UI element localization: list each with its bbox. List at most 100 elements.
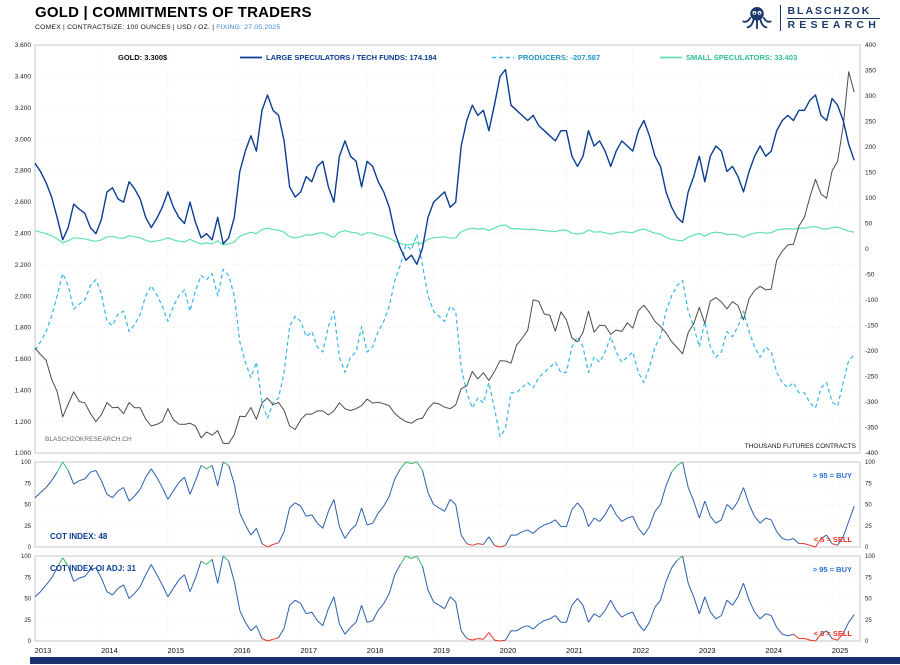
- cot-index-line-segment: [366, 522, 373, 526]
- cot-index-line-segment: [344, 529, 351, 539]
- cot-index-line-segment: [759, 517, 767, 524]
- cot-index-yaxis-label-left: 50: [24, 503, 31, 509]
- cot-index-oi-adj-line-segment: [599, 610, 606, 618]
- cot-index-oi-adj-line-segment: [704, 596, 711, 613]
- cot-index-line-segment: [322, 511, 329, 529]
- producers-line: [34, 234, 855, 438]
- cot-index-oi-adj-line-segment: [759, 613, 767, 620]
- cot-index-line-segment: [51, 471, 58, 481]
- cot-index-oi-adj-line-segment: [848, 614, 855, 623]
- cot-index-line-segment: [505, 534, 512, 546]
- cot-index-line-segment: [621, 517, 628, 522]
- cot-index-oi-adj-line-segment: [322, 608, 329, 626]
- header: GOLD | COMMITMENTS OF TRADERS COMEX | CO…: [35, 4, 880, 31]
- cot-index-line-segment: [627, 515, 633, 519]
- cot-index-oi-adj-line-segment: [283, 605, 291, 629]
- cot-index-oi-adj-line-segment: [549, 615, 556, 620]
- cot-index-oi-adj-line-segment: [422, 566, 429, 591]
- cot-index-yaxis-label-right: 50: [865, 503, 872, 509]
- price-axis-label: 2.000: [15, 293, 32, 300]
- cot-index-line-segment: [466, 543, 473, 546]
- cot-index-oi-adj-line-segment: [588, 613, 595, 623]
- subtitle-fixing-date: FIXING: 27.05.2025: [216, 24, 281, 31]
- contracts-axis-label: -150: [865, 323, 878, 330]
- cot-index-line-segment: [316, 522, 324, 529]
- cot-index-oi-adj-line-segment: [416, 555, 423, 567]
- cot-index-line-segment: [588, 517, 595, 527]
- x-axis-year-label: 2024: [765, 646, 782, 655]
- cot-index-line-segment: [676, 461, 683, 466]
- cot-index-line-segment: [782, 538, 788, 541]
- cot-index-oi-adj-line-segment: [399, 555, 407, 565]
- x-axis-year-label: 2017: [300, 646, 317, 655]
- cot-index-oi-adj-line-segment: [278, 628, 285, 638]
- cot-index-oi-adj-line-segment: [361, 605, 368, 623]
- cot-index-line-segment: [150, 468, 158, 478]
- cot-index-oi-adj-line-segment: [411, 555, 418, 559]
- cot-index-oi-adj-line-segment: [444, 596, 451, 609]
- cot-index-oi-adj-line-segment: [693, 596, 700, 614]
- x-axis-year-label: 2023: [699, 646, 716, 655]
- cot-index-oi-adj-line-segment: [615, 610, 623, 618]
- cot-index-oi-adj-line-segment: [820, 630, 827, 635]
- contracts-axis-label: -50: [865, 272, 875, 279]
- cot-index-line-segment: [837, 536, 844, 546]
- cot-index-line-segment: [333, 499, 340, 527]
- cot-index-yaxis-label-right: 0: [865, 545, 869, 551]
- cot-index-oi-adj-line-segment: [84, 569, 91, 577]
- contracts-axis-label: -250: [865, 374, 878, 381]
- cot-index-line-segment: [244, 524, 252, 536]
- cot-index-oi-adj-line-segment: [261, 638, 268, 642]
- cot-index-oi-adj-line-segment: [239, 610, 246, 623]
- cot-index-line-segment: [527, 529, 534, 534]
- cot-index-oi-adj-yaxis-label-left: 100: [21, 554, 32, 560]
- cot-index-line-segment: [239, 512, 246, 526]
- cot-index-line-segment: [604, 504, 612, 515]
- cot-index-line-segment: [40, 487, 47, 493]
- cot-index-oi-adj-line-segment: [787, 633, 794, 637]
- cot-index-oi-adj-line-segment: [660, 581, 667, 601]
- cot-index-line-segment: [516, 531, 523, 536]
- cot-index-line-segment: [593, 517, 600, 522]
- cot-index-line-segment: [56, 461, 64, 473]
- cot-index-oi-adj-line-segment: [145, 564, 152, 575]
- contracts-axis-label: 200: [865, 144, 876, 151]
- cot-index-oi-adj-line-segment: [394, 564, 401, 575]
- cot-index-oi-adj-line-segment: [40, 584, 47, 593]
- large-speculators-line: [34, 68, 855, 265]
- logo-line1: BLASCHZOK: [787, 5, 880, 19]
- cot-index-oi-adj-line-segment: [200, 560, 207, 565]
- cot-index-line-segment: [709, 516, 717, 524]
- cot-index-line-segment: [477, 543, 484, 545]
- cot-index-oi-adj-line-segment: [150, 564, 158, 575]
- cot-index-oi-adj-line-segment: [294, 599, 301, 605]
- cot-index-oi-adj-yaxis-label-right: 25: [865, 618, 872, 624]
- cot-index-line-segment: [255, 528, 263, 544]
- cot-index-line-segment: [350, 524, 357, 531]
- cot-index-oi-adj-line-segment: [538, 620, 545, 625]
- logo: BLASCHZOK RESEARCH: [740, 4, 880, 32]
- cot-index-oi-adj-line-segment: [698, 596, 706, 614]
- cot-index-line-segment: [599, 514, 606, 522]
- cot-index-line-segment: [112, 490, 119, 499]
- cot-index-line-segment: [809, 544, 816, 548]
- cot-index-line-segment: [665, 472, 673, 486]
- cot-index-oi-adj-line-segment: [383, 593, 390, 604]
- legend-producers: PRODUCERS: -207.587: [518, 53, 600, 62]
- cot-index-line-segment: [648, 511, 656, 527]
- cot-index-oi-adj-line-segment: [449, 596, 457, 603]
- cot-index-oi-adj-line-segment: [732, 596, 739, 606]
- cot-index-line-segment: [720, 504, 728, 520]
- cot-index-line-segment: [615, 514, 623, 522]
- cot-index-line-segment: [804, 543, 811, 546]
- cot-index-yaxis-label-left: 100: [21, 460, 32, 466]
- cot-index-line-segment: [571, 502, 578, 510]
- x-axis-year-label: 2014: [101, 646, 118, 655]
- cot-index-line-segment: [538, 524, 545, 529]
- cot-index-line-segment: [848, 506, 855, 522]
- octopus-icon: [742, 6, 773, 30]
- cot-index-oi-adj-line-segment: [388, 574, 396, 594]
- cot-index-oi-adj-line-segment: [687, 583, 695, 597]
- cot-index-oi-adj-line-segment: [527, 625, 534, 630]
